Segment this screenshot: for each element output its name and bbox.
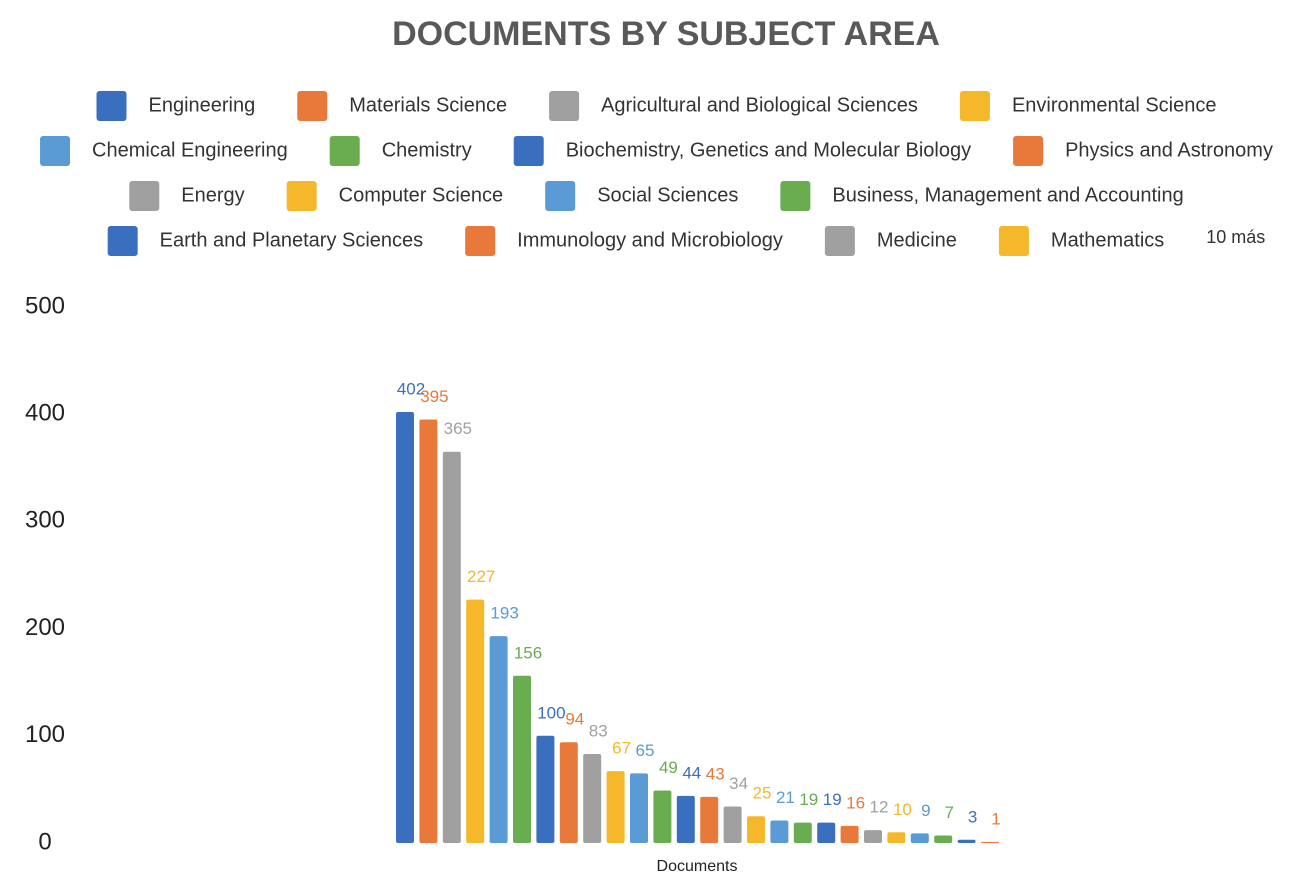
legend-swatch [107, 226, 138, 256]
bar [630, 773, 648, 843]
bar [606, 771, 625, 843]
legend-swatch [998, 226, 1029, 256]
x-axis-label: Documents [657, 858, 738, 875]
data-label: 7 [944, 803, 953, 822]
bar [957, 839, 976, 843]
legend-swatch [780, 181, 811, 211]
y-tick-label: 300 [25, 507, 65, 534]
legend-label: Chemistry [382, 139, 472, 161]
bar [910, 833, 929, 843]
legend-swatch [297, 91, 328, 121]
bar [396, 412, 414, 843]
data-label: 227 [467, 567, 495, 586]
legend-label: Environmental Science [1012, 94, 1217, 116]
legend-label: Medicine [877, 229, 957, 251]
data-label: 16 [846, 793, 865, 812]
legend-swatch [545, 181, 576, 211]
legend-swatch [329, 136, 360, 166]
bar [747, 816, 765, 843]
bar [770, 820, 789, 843]
legend-swatch [465, 226, 496, 256]
bar [583, 754, 602, 843]
data-label: 65 [636, 741, 655, 760]
bar [442, 451, 461, 843]
legend-swatch [129, 181, 160, 211]
data-label: 34 [729, 774, 748, 793]
bar [419, 419, 438, 843]
bar [840, 825, 859, 843]
bar [466, 599, 485, 843]
data-label: 19 [799, 790, 818, 809]
data-label: 25 [753, 784, 772, 803]
data-label: 3 [968, 807, 977, 826]
data-label: 94 [565, 710, 584, 729]
data-label: 21 [776, 788, 795, 807]
data-label: 67 [612, 739, 631, 758]
legend-swatch [824, 226, 855, 256]
legend-swatch [40, 136, 71, 166]
data-label: 43 [706, 764, 725, 783]
bar [887, 832, 906, 843]
data-label: 49 [659, 758, 678, 777]
data-label: 100 [537, 703, 565, 722]
data-label: 9 [921, 801, 930, 820]
legend-label: Business, Management and Accounting [832, 184, 1183, 206]
legend-swatch [1013, 136, 1044, 166]
data-label: 193 [490, 604, 518, 623]
legend-label: Chemical Engineering [92, 139, 288, 161]
data-label: 395 [420, 387, 448, 406]
legend-label: Materials Science [349, 94, 507, 116]
data-label: 19 [823, 790, 842, 809]
legend-label: Social Sciences [597, 184, 738, 206]
legend-label: Biochemistry, Genetics and Molecular Bio… [566, 139, 971, 161]
data-label: 83 [589, 722, 608, 741]
y-tick-label: 0 [38, 828, 51, 855]
data-label: 44 [682, 763, 701, 782]
bar [817, 822, 836, 843]
legend-label: Engineering [149, 94, 256, 116]
legend-label: Energy [181, 184, 244, 206]
bar [653, 790, 672, 843]
bar [489, 636, 508, 843]
data-label: 365 [444, 419, 472, 438]
legend-label: Earth and Planetary Sciences [160, 229, 424, 251]
data-label: 1 [991, 809, 1000, 828]
legend-swatch [513, 136, 544, 166]
bar [536, 735, 555, 843]
bar [981, 841, 999, 843]
legend-label: Computer Science [339, 184, 504, 206]
y-tick-label: 200 [25, 614, 65, 641]
legend-swatch [549, 91, 580, 121]
legend-label: Agricultural and Biological Sciences [601, 94, 918, 116]
y-tick-label: 100 [25, 721, 65, 748]
bar [676, 795, 695, 843]
bar [864, 830, 882, 843]
legend-label: Immunology and Microbiology [517, 229, 783, 251]
legend-swatch [286, 181, 317, 211]
chart-title: DOCUMENTS BY SUBJECT AREA [392, 15, 940, 53]
data-label: 12 [870, 798, 889, 817]
legend-label: Physics and Astronomy [1065, 139, 1273, 161]
legend-swatch [96, 91, 127, 121]
bar [934, 835, 953, 843]
bar [513, 675, 531, 843]
y-tick-label: 500 [25, 292, 65, 319]
y-tick-label: 400 [25, 400, 65, 427]
bar [723, 806, 742, 843]
data-label: 156 [514, 643, 542, 662]
bar [793, 822, 812, 843]
legend-label: Mathematics [1051, 229, 1164, 251]
data-label: 402 [397, 380, 425, 399]
bar [559, 742, 578, 843]
bar [700, 796, 719, 843]
legend-swatch [959, 91, 990, 121]
data-label: 10 [893, 800, 912, 819]
legend-more: 10 más [1206, 227, 1265, 247]
